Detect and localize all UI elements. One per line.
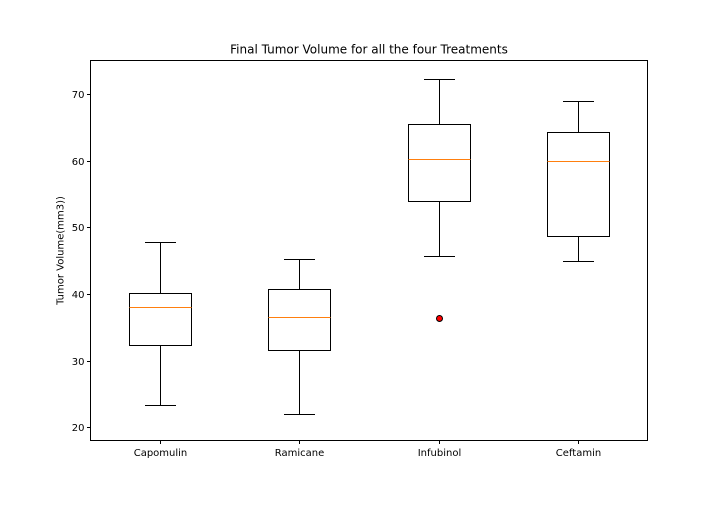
y-tick-label: 20 xyxy=(72,423,85,434)
y-axis-label: Tumor Volume(mm3)) xyxy=(56,196,67,306)
x-tick-label: Ramicane xyxy=(275,448,325,459)
box-iqr xyxy=(268,289,331,351)
y-tick-label: 30 xyxy=(72,357,85,368)
y-tick-label: 60 xyxy=(72,157,85,168)
x-tick-label: Infubinol xyxy=(418,448,462,459)
y-tick-label: 40 xyxy=(72,290,85,301)
chart-title: Final Tumor Volume for all the four Trea… xyxy=(230,43,508,57)
outlier-point xyxy=(436,315,443,322)
plot-area: 20 30 40 50 60 70 Capomulin Ramicane Infubinol Ce… xyxy=(72,79,610,459)
box-iqr xyxy=(547,132,610,237)
x-tick-label: Capomulin xyxy=(134,448,188,459)
y-tick-label: 70 xyxy=(72,90,85,101)
box-iqr xyxy=(129,293,192,346)
y-tick-label: 50 xyxy=(72,223,85,234)
plot-frame xyxy=(90,60,648,441)
box-iqr xyxy=(408,124,471,202)
x-tick-label: Ceftamin xyxy=(556,448,601,459)
